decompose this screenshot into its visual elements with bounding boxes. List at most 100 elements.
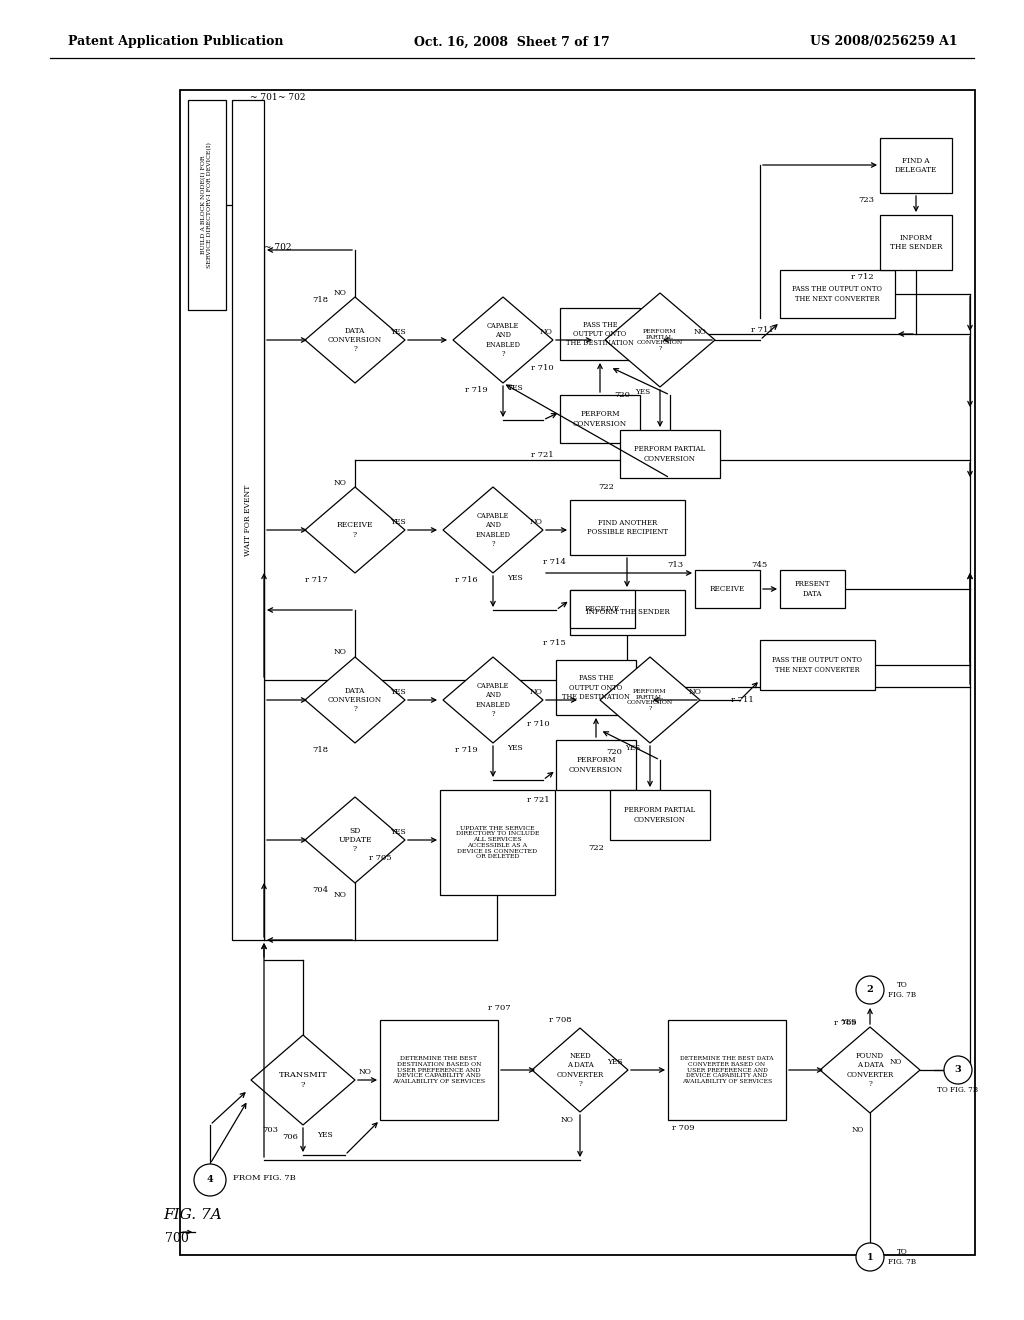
Text: 2: 2 [866,986,873,994]
Text: YES: YES [507,574,523,582]
Text: RECEIVE: RECEIVE [710,585,745,593]
Text: r 719: r 719 [465,385,487,393]
Text: NEED
A DATA
CONVERTER
?: NEED A DATA CONVERTER ? [556,1052,603,1088]
Text: 3: 3 [954,1065,962,1074]
FancyBboxPatch shape [556,660,636,715]
Text: FROM FIG. 7B: FROM FIG. 7B [233,1173,296,1181]
Text: YES: YES [390,828,406,836]
Text: r 710: r 710 [527,719,550,729]
Text: r 721: r 721 [531,451,554,459]
Text: FIND ANOTHER
POSSIBLE RECIPIENT: FIND ANOTHER POSSIBLE RECIPIENT [587,519,668,536]
Polygon shape [305,657,406,743]
Circle shape [194,1164,226,1196]
Text: DETERMINE THE BEST DATA
CONVERTER BASED ON
USER PREFERENCE AND
DEVICE CAPABILITY: DETERMINE THE BEST DATA CONVERTER BASED … [680,1056,774,1084]
Text: r 719: r 719 [455,746,477,754]
Text: ~ 702: ~ 702 [264,243,292,252]
Polygon shape [305,297,406,383]
Text: DATA
CONVERSION
?: DATA CONVERSION ? [328,686,382,713]
Text: 713: 713 [667,561,683,569]
Text: PASS THE OUTPUT ONTO
THE NEXT CONVERTER: PASS THE OUTPUT ONTO THE NEXT CONVERTER [772,656,862,673]
Text: UPDATE THE SERVICE
DIRECTORY TO INCLUDE
ALL SERVICES
ACCESSIBLE AS A
DEVICE IS C: UPDATE THE SERVICE DIRECTORY TO INCLUDE … [456,825,540,859]
Text: PERFORM PARTIAL
CONVERSION: PERFORM PARTIAL CONVERSION [635,445,706,462]
Polygon shape [443,487,543,573]
Text: PERFORM PARTIAL
CONVERSION: PERFORM PARTIAL CONVERSION [625,807,695,824]
Text: FOUND
A DATA
CONVERTER
?: FOUND A DATA CONVERTER ? [847,1052,894,1088]
Text: YES: YES [390,688,406,696]
Text: r 717: r 717 [305,576,328,583]
Polygon shape [251,1035,355,1125]
Polygon shape [532,1028,628,1111]
Text: YES: YES [841,1018,856,1026]
Text: TO
FIG. 7B: TO FIG. 7B [888,981,916,999]
Text: YES: YES [507,384,523,392]
Text: NO: NO [334,479,346,487]
Text: PASS THE
OUTPUT ONTO
THE DESTINATION: PASS THE OUTPUT ONTO THE DESTINATION [562,675,630,701]
Text: ~ 702: ~ 702 [278,92,305,102]
FancyBboxPatch shape [570,590,685,635]
Text: YES: YES [390,517,406,525]
Text: PERFORM
PARTIAL
CONVERSION
?: PERFORM PARTIAL CONVERSION ? [637,329,683,351]
Text: BUILD A BLOCK NODE(I) FOR
SERVICE DIRECTORY-I FOR DEVICE(I): BUILD A BLOCK NODE(I) FOR SERVICE DIRECT… [202,143,213,268]
Text: YES: YES [390,327,406,337]
Text: NO: NO [540,327,552,337]
Text: 722: 722 [588,843,604,851]
Text: CAPABLE
AND
ENABLED
?: CAPABLE AND ENABLED ? [475,512,511,548]
Text: 1: 1 [866,1253,873,1262]
Text: RECEIVE
?: RECEIVE ? [337,521,374,539]
Text: 706: 706 [282,1133,298,1140]
FancyBboxPatch shape [188,100,226,310]
Text: r 707: r 707 [488,1005,511,1012]
FancyBboxPatch shape [780,570,845,609]
FancyBboxPatch shape [570,590,635,628]
Text: r 711: r 711 [731,696,754,704]
FancyBboxPatch shape [570,500,685,554]
Text: PASS THE OUTPUT ONTO
THE NEXT CONVERTER: PASS THE OUTPUT ONTO THE NEXT CONVERTER [793,285,883,302]
Text: 720: 720 [614,391,630,399]
Circle shape [944,1056,972,1084]
Text: TRANSMIT
?: TRANSMIT ? [279,1072,328,1089]
Text: FIG. 7A: FIG. 7A [163,1208,222,1222]
Text: Oct. 16, 2008  Sheet 7 of 17: Oct. 16, 2008 Sheet 7 of 17 [414,36,610,49]
Text: CAPABLE
AND
ENABLED
?: CAPABLE AND ENABLED ? [475,682,511,718]
FancyBboxPatch shape [232,100,264,940]
Text: NO: NO [529,688,543,696]
Text: INFORM
THE SENDER: INFORM THE SENDER [890,234,942,251]
Text: r 705: r 705 [369,854,391,862]
FancyBboxPatch shape [440,789,555,895]
Circle shape [856,975,884,1005]
Polygon shape [605,293,715,387]
Text: 700: 700 [165,1232,188,1245]
Text: 703: 703 [262,1126,278,1134]
FancyBboxPatch shape [620,430,720,478]
Text: r 709: r 709 [672,1125,694,1133]
Text: FIND A
DELEGATE: FIND A DELEGATE [895,157,937,174]
Text: TO FIG. 7B: TO FIG. 7B [937,1086,979,1094]
Text: DATA
CONVERSION
?: DATA CONVERSION ? [328,327,382,354]
Text: 4: 4 [207,1176,213,1184]
Text: DETERMINE THE BEST
DESTINATION BASED ON
USER PREFERENCE AND
DEVICE CAPABILITY AN: DETERMINE THE BEST DESTINATION BASED ON … [392,1056,485,1084]
Text: ~ 701: ~ 701 [250,92,278,102]
Text: NO: NO [334,289,346,297]
FancyBboxPatch shape [760,640,874,690]
FancyBboxPatch shape [880,215,952,271]
Text: SD
UPDATE
?: SD UPDATE ? [338,826,372,853]
Text: r 721: r 721 [527,796,550,804]
FancyBboxPatch shape [560,308,640,360]
Text: YES: YES [507,744,523,752]
Text: TO
FIG. 7B: TO FIG. 7B [888,1249,916,1266]
Text: NO: NO [688,688,701,696]
Text: PERFORM
PARTIAL
CONVERSION
?: PERFORM PARTIAL CONVERSION ? [627,689,673,711]
Text: NO: NO [334,648,346,656]
Polygon shape [443,657,543,743]
Text: 720: 720 [606,748,622,756]
Text: 723: 723 [858,195,874,205]
Text: YES: YES [626,744,641,752]
Text: WAIT FOR EVENT: WAIT FOR EVENT [244,484,252,556]
FancyBboxPatch shape [695,570,760,609]
Text: YES: YES [317,1131,333,1139]
Text: PERFORM
CONVERSION: PERFORM CONVERSION [569,756,623,774]
Text: YES: YES [636,388,650,396]
Polygon shape [453,297,553,383]
Text: r 714: r 714 [543,558,566,566]
Text: YES: YES [607,1059,623,1067]
